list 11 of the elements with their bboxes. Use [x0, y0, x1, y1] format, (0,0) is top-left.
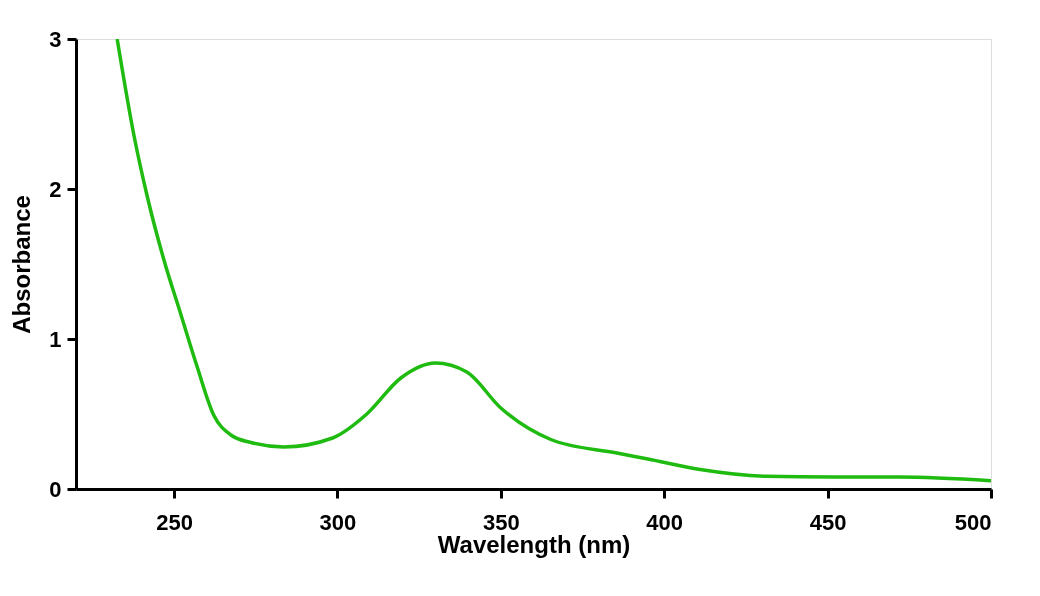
y-axis-title: Absorbance: [8, 195, 36, 334]
x-tick-label: 450: [809, 509, 847, 535]
x-tick-label: 400: [646, 509, 684, 535]
y-tick-label: 3: [49, 26, 62, 52]
y-tick-label: 2: [49, 176, 62, 202]
y-tick-label: 1: [49, 326, 62, 352]
line-series: [115, 39, 991, 483]
x-tick-label: 300: [319, 509, 357, 535]
x-tick-label: 500: [954, 509, 992, 535]
y-tick-label: 0: [49, 476, 62, 502]
x-tick-label: 250: [156, 509, 193, 535]
